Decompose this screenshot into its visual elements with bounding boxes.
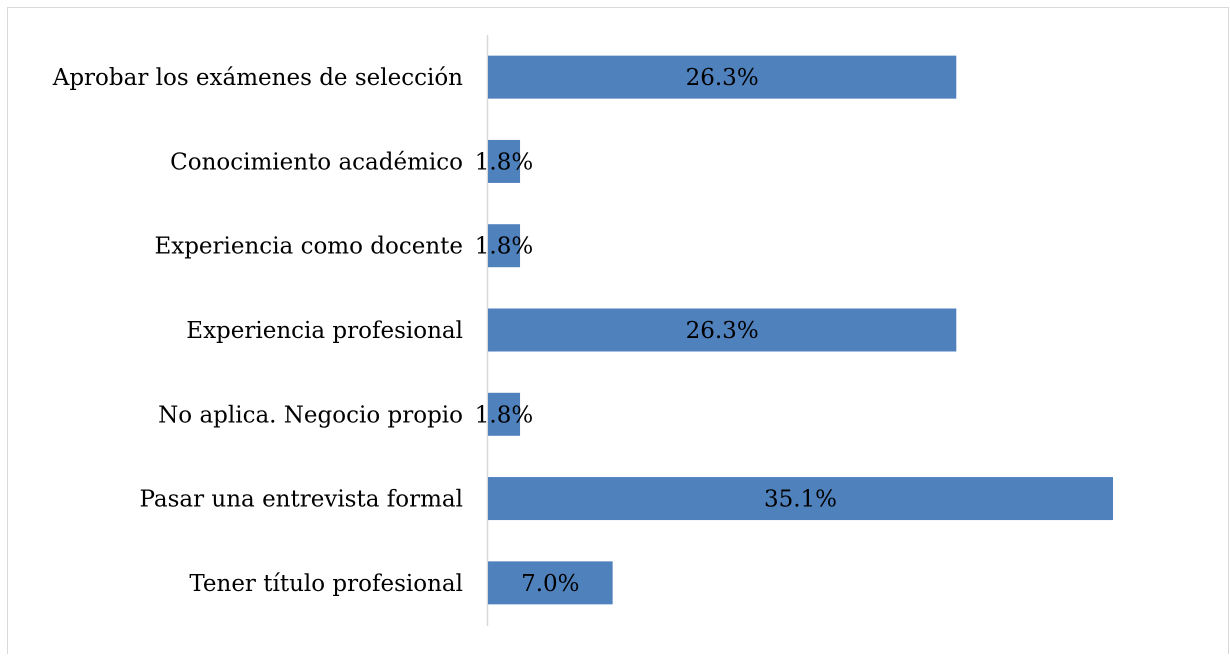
bar (488, 224, 521, 268)
category-label: Conocimiento académico (170, 149, 463, 175)
category-label: Tener título profesional (189, 571, 463, 597)
bar (488, 561, 613, 605)
value-label: 1.8% (475, 234, 533, 260)
bar (488, 308, 957, 352)
bar (488, 477, 1113, 521)
bar (488, 392, 521, 436)
category-label: No aplica. Negocio propio (158, 402, 463, 428)
value-label: 26.3% (686, 318, 759, 344)
category-label: Experiencia profesional (186, 318, 463, 344)
value-label: 1.8% (475, 402, 533, 428)
chart-border (7, 7, 1229, 658)
bar (488, 55, 957, 99)
category-label: Experiencia como docente (154, 234, 463, 260)
category-label: Pasar una entrevista formal (139, 487, 463, 513)
category-label: Aprobar los exámenes de selección (52, 65, 463, 91)
value-label: 35.1% (764, 487, 837, 513)
bar (488, 139, 521, 183)
value-label: 26.3% (686, 65, 759, 91)
value-label: 7.0% (521, 571, 579, 597)
value-label: 1.8% (475, 149, 533, 175)
